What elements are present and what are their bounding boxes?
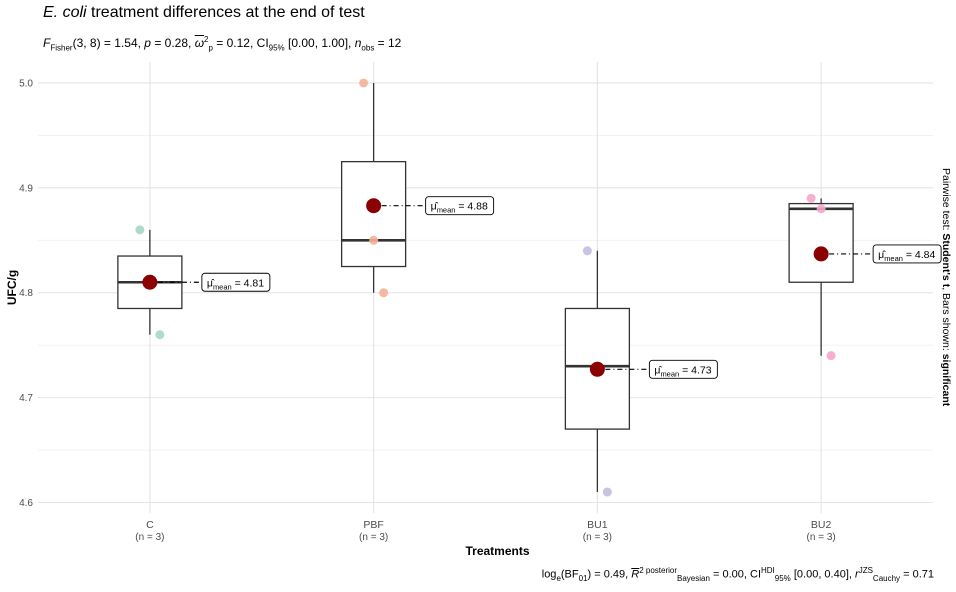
caption-r-symbol: R [631, 568, 640, 581]
y-tick-label: 4.6 [19, 498, 33, 509]
x-tick-count: (n = 3) [135, 532, 164, 543]
chart-subtitle: FFisher(3, 8) = 1.54, p = 0.28, ω2p = 0.… [43, 35, 401, 52]
pairwise-middle: , Bars shown: [940, 287, 952, 354]
caption-ci-value: [0.00, 0.40], [790, 568, 856, 581]
data-point [379, 288, 389, 298]
mean-label-sub: mean [660, 369, 679, 378]
pairwise-prefix: Pairwise test: [940, 168, 952, 234]
title-rest: treatment differences at the end of test [86, 4, 365, 21]
subtitle-ci-value: [0.00, 1.00], [284, 36, 355, 50]
caption-rc-symbol: r [855, 568, 859, 581]
caption-log: log [541, 568, 557, 581]
mean-label-sub: mean [884, 254, 903, 263]
mean-label-text: μ̂mean = 4.73 [654, 364, 711, 378]
mean-label-box [425, 196, 495, 216]
y-axis-title: UFC/g [5, 270, 19, 305]
mean-label-value: = 4.73 [679, 364, 712, 376]
caption-bf-value: ) = 0.49, [587, 568, 632, 581]
y-tick-label: 4.7 [19, 393, 33, 404]
subtitle-effect-symbol: ω [194, 36, 205, 50]
mean-label-value: = 4.88 [455, 201, 488, 213]
mean-label-sub: mean [213, 282, 232, 291]
subtitle-n-value: = 12 [374, 36, 402, 50]
mean-label-box [201, 272, 271, 292]
data-point [816, 204, 826, 214]
subtitle-stat-value: = 1.54, [100, 36, 145, 50]
mean-point [366, 198, 382, 214]
x-tick-count: (n = 3) [807, 532, 836, 543]
caption-bf: (BF [560, 568, 579, 581]
pairwise-shown: significant [940, 353, 952, 407]
y-tick-label: 5.0 [19, 78, 33, 89]
pairwise-test-name: Student's t [940, 233, 952, 288]
group-BU1: μ̂mean = 4.73 BU1(n = 3) [564, 246, 718, 543]
mean-label-symbol: μ̂ [431, 201, 439, 213]
subtitle-effect-sup: 2 [204, 35, 209, 44]
x-tick-label: C [146, 519, 154, 531]
y-tick-label: 4.9 [19, 183, 33, 194]
group-BU2: μ̂mean = 4.84 BU2(n = 3) [788, 193, 942, 543]
caption-rc-sub: Cauchy [872, 573, 901, 583]
data-point [826, 351, 836, 361]
mean-label-symbol: μ̂ [654, 364, 662, 376]
caption-rc-value: = 0.71 [900, 568, 934, 581]
subtitle-stat-symbol: F [43, 36, 51, 50]
mean-label-text: μ̂mean = 4.88 [431, 201, 488, 215]
caption-r-sup: 2 posterior [639, 566, 678, 575]
x-tick-label: BU1 [587, 519, 608, 531]
y-tick-label: 4.8 [19, 288, 33, 299]
mean-point [813, 246, 829, 262]
data-point [602, 487, 612, 497]
subtitle-df: (3, 8) [72, 36, 101, 50]
mean-label-text: μ̂mean = 4.84 [878, 249, 935, 263]
x-tick-count: (n = 3) [583, 532, 612, 543]
x-tick-label: BU2 [811, 519, 832, 531]
caption-bf-sub: 01 [578, 573, 588, 583]
caption-rc-sup: JZS [858, 566, 873, 575]
mean-label-symbol: μ̂ [878, 249, 886, 261]
data-point [155, 330, 165, 340]
subtitle-ci-sub: 95% [268, 43, 285, 53]
mean-label-value: = 4.81 [232, 277, 265, 289]
pairwise-test-label: Pairwise test: Student's t, Bars shown: … [936, 168, 952, 406]
mean-point [142, 274, 158, 290]
x-axis-title: Treatments [465, 544, 529, 558]
caption-ci-sub: 95% [774, 573, 791, 583]
data-point [369, 235, 379, 245]
data-point [582, 246, 592, 256]
caption-r-sub: Bayesian [677, 573, 710, 583]
mean-label-box [872, 244, 942, 264]
data-point [359, 78, 369, 88]
box [340, 160, 407, 268]
x-tick-count: (n = 3) [359, 532, 388, 543]
caption-r-value: = 0.00, CI [709, 568, 761, 581]
subtitle-effect-value: = 0.12, CI [212, 36, 269, 50]
subtitle-stat-sub: Fisher [50, 43, 73, 53]
x-tick-label: PBF [363, 519, 383, 531]
subtitle-effect-sub: p [208, 43, 213, 53]
bayes-caption: loge(BF01) = 0.49, R2 posteriorBayesian … [542, 566, 934, 583]
caption-ci-sup: HDI [761, 566, 775, 575]
subtitle-n-symbol: n [354, 36, 362, 50]
subtitle-p-value: = 0.28, [150, 36, 195, 50]
group-PBF: μ̂mean = 4.88 PBF(n = 3) [340, 78, 495, 543]
mean-label-sub: mean [437, 206, 456, 215]
group-C: μ̂mean = 4.81 C(n = 3) [117, 225, 271, 543]
data-point [135, 225, 145, 235]
mean-point [589, 361, 605, 377]
subtitle-p-symbol: p [144, 36, 151, 50]
mean-label-symbol: μ̂ [207, 277, 215, 289]
mean-label-value: = 4.84 [903, 249, 936, 261]
caption-log-sub: e [556, 573, 561, 583]
box [788, 202, 854, 283]
mean-label-text: μ̂mean = 4.81 [207, 277, 264, 291]
subtitle-n-sub: obs [361, 43, 375, 53]
mean-label-box [648, 359, 718, 379]
chart-title: E. coli treatment differences at the end… [43, 4, 365, 22]
data-point [806, 193, 816, 203]
title-italic: E. coli [43, 4, 87, 21]
